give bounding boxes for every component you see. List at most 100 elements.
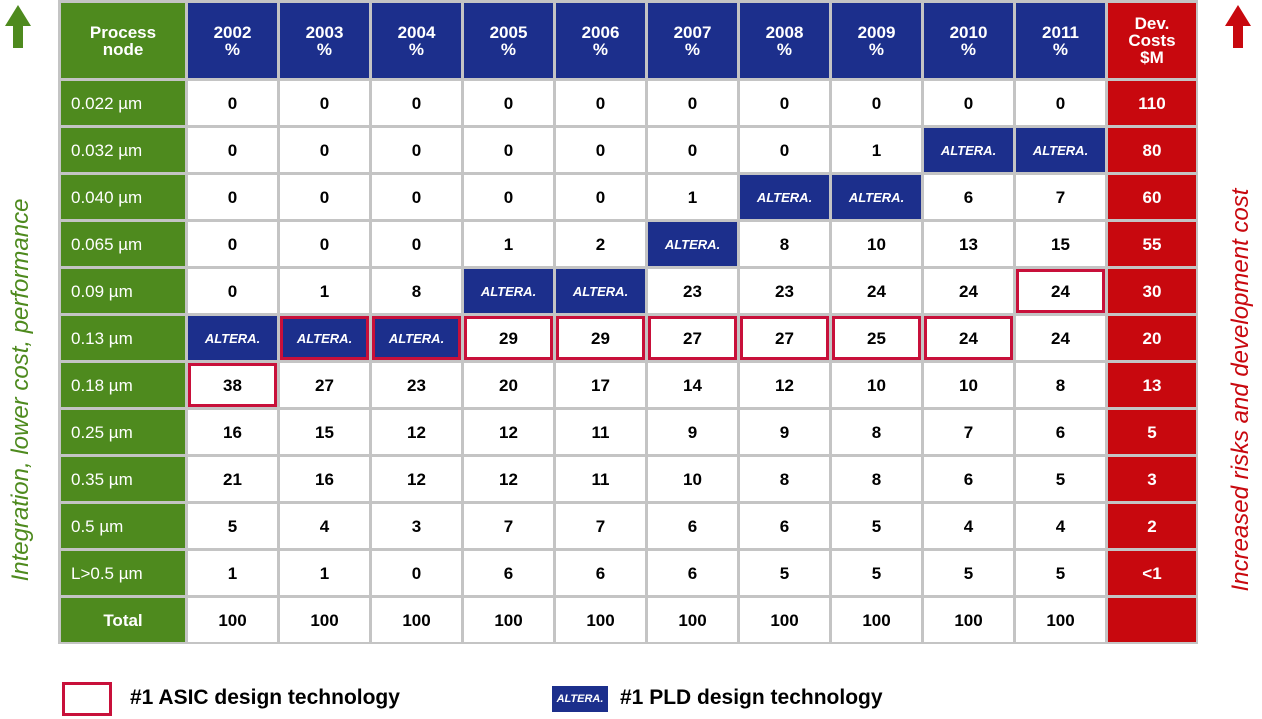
value-cell: 6 <box>648 551 737 595</box>
value-cell: 27 <box>740 316 829 360</box>
value-cell: 0 <box>188 222 277 266</box>
pld-logo-cell: ALTERA. <box>740 175 829 219</box>
value-cell: 0 <box>188 175 277 219</box>
value-cell: 27 <box>648 316 737 360</box>
value-cell: 0 <box>372 551 461 595</box>
value-cell: 0 <box>740 81 829 125</box>
value-cell: 5 <box>1016 457 1105 501</box>
value-cell: 20 <box>464 363 553 407</box>
red-arrow <box>1225 5 1251 48</box>
left-label: Integration, lower cost, performance <box>7 199 34 582</box>
cost-cell: <1 <box>1108 551 1196 595</box>
value-cell: 10 <box>832 222 921 266</box>
value-cell: 15 <box>280 410 369 454</box>
value-cell: 0 <box>556 175 645 219</box>
value-cell: 100 <box>924 598 1013 642</box>
cost-cell: 60 <box>1108 175 1196 219</box>
header-cell: 2004 % <box>372 3 461 78</box>
value-cell: 0 <box>280 128 369 172</box>
value-cell: 0 <box>556 81 645 125</box>
value-cell: 5 <box>924 551 1013 595</box>
value-cell: 15 <box>1016 222 1105 266</box>
header-cell: 2007 % <box>648 3 737 78</box>
value-cell: 0 <box>648 81 737 125</box>
value-cell: 0 <box>740 128 829 172</box>
value-cell: 1 <box>464 222 553 266</box>
header-cell: 2011 % <box>1016 3 1105 78</box>
value-cell: 5 <box>832 504 921 548</box>
value-cell: 2 <box>556 222 645 266</box>
value-cell: 100 <box>740 598 829 642</box>
header-cell: 2003 % <box>280 3 369 78</box>
value-cell: 0 <box>372 128 461 172</box>
value-cell: 6 <box>740 504 829 548</box>
row-label: L>0.5 µm <box>61 551 185 595</box>
cost-cell: 3 <box>1108 457 1196 501</box>
value-cell: 0 <box>188 269 277 313</box>
value-cell: 21 <box>188 457 277 501</box>
value-cell: 5 <box>1016 551 1105 595</box>
row-label: 0.065 µm <box>61 222 185 266</box>
legend-pld-swatch: ALTERA. <box>552 686 608 712</box>
value-cell: 6 <box>556 551 645 595</box>
value-cell: 8 <box>832 457 921 501</box>
pld-logo-cell: ALTERA. <box>1016 128 1105 172</box>
row-label: 0.032 µm <box>61 128 185 172</box>
value-cell: 5 <box>832 551 921 595</box>
cost-cell: 30 <box>1108 269 1196 313</box>
value-cell: 100 <box>556 598 645 642</box>
pld-logo-cell: ALTERA. <box>924 128 1013 172</box>
value-cell: 100 <box>372 598 461 642</box>
right-label: Increased risks and development cost <box>1227 187 1254 591</box>
cost-cell: 80 <box>1108 128 1196 172</box>
value-cell: 12 <box>464 410 553 454</box>
value-cell: 1 <box>648 175 737 219</box>
value-cell: 100 <box>188 598 277 642</box>
value-cell: 12 <box>740 363 829 407</box>
pld-logo-cell: ALTERA. <box>372 316 461 360</box>
value-cell: 4 <box>1016 504 1105 548</box>
value-cell: 5 <box>188 504 277 548</box>
value-cell: 14 <box>648 363 737 407</box>
header-cell: 2010 % <box>924 3 1013 78</box>
table: Process node 2002 % 2003 % 2004 % 2005 % 2006… <box>58 0 1198 644</box>
value-cell: 4 <box>924 504 1013 548</box>
value-cell: 0 <box>924 81 1013 125</box>
pld-logo-cell: ALTERA. <box>556 269 645 313</box>
value-cell: 38 <box>188 363 277 407</box>
value-cell: 9 <box>648 410 737 454</box>
value-cell: 11 <box>556 457 645 501</box>
value-cell: 8 <box>740 457 829 501</box>
value-cell: 0 <box>556 128 645 172</box>
header-cell: 2006 % <box>556 3 645 78</box>
row-label: 0.022 µm <box>61 81 185 125</box>
header-cell: Dev. Costs $M <box>1108 3 1196 78</box>
value-cell: 0 <box>464 81 553 125</box>
value-cell: 0 <box>372 222 461 266</box>
cost-cell: 2 <box>1108 504 1196 548</box>
pld-logo-cell: ALTERA. <box>188 316 277 360</box>
value-cell: 24 <box>1016 316 1105 360</box>
pld-logo-cell: ALTERA. <box>280 316 369 360</box>
value-cell: 0 <box>648 128 737 172</box>
value-cell: 100 <box>464 598 553 642</box>
value-cell: 0 <box>372 81 461 125</box>
row-label: 0.5 µm <box>61 504 185 548</box>
value-cell: 7 <box>924 410 1013 454</box>
value-cell: 4 <box>280 504 369 548</box>
value-cell: 9 <box>740 410 829 454</box>
value-cell: 6 <box>924 457 1013 501</box>
cost-cell: 20 <box>1108 316 1196 360</box>
header-cell: 2009 % <box>832 3 921 78</box>
row-label: Total <box>61 598 185 642</box>
value-cell: 6 <box>1016 410 1105 454</box>
value-cell: 7 <box>556 504 645 548</box>
value-cell: 0 <box>280 175 369 219</box>
value-cell: 8 <box>372 269 461 313</box>
cost-cell: 55 <box>1108 222 1196 266</box>
header-cell: 2008 % <box>740 3 829 78</box>
cost-cell: 5 <box>1108 410 1196 454</box>
value-cell: 10 <box>924 363 1013 407</box>
value-cell: 7 <box>1016 175 1105 219</box>
cost-cell <box>1108 598 1196 642</box>
